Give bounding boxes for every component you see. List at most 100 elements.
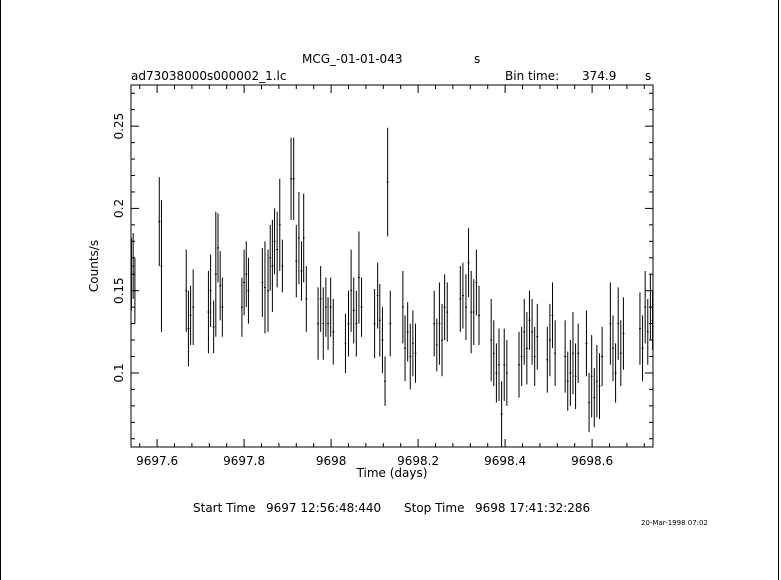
data-point <box>350 249 353 332</box>
data-point <box>475 249 478 316</box>
data-point <box>638 292 641 365</box>
data-point <box>520 326 523 387</box>
data-point <box>569 340 572 406</box>
data-point <box>500 381 503 447</box>
data-point <box>588 372 591 433</box>
x-tick-label: 9698.6 <box>571 454 613 468</box>
data-point <box>622 297 625 370</box>
data-point <box>267 249 269 332</box>
data-point <box>389 290 392 357</box>
data-point <box>130 238 133 311</box>
bin-time-unit: s <box>645 69 652 83</box>
data-point <box>523 298 526 365</box>
data-point <box>492 320 495 387</box>
data-point <box>414 323 417 383</box>
data-point <box>160 200 163 332</box>
data-point <box>292 137 295 220</box>
data-point <box>276 211 279 288</box>
data-point <box>319 266 322 332</box>
y-axis-label: Counts/s <box>87 240 101 292</box>
left-window-edge <box>0 0 1 580</box>
data-point <box>347 290 350 357</box>
data-point <box>536 303 539 370</box>
data-point <box>332 298 335 365</box>
object-name: MCG_-01-01-043 <box>302 52 403 66</box>
data-point <box>619 320 622 387</box>
bin-time-label: Bin time: <box>505 69 560 83</box>
x-axis-label: Time (days) <box>356 466 428 480</box>
data-point <box>498 328 500 401</box>
data-point <box>406 302 409 362</box>
data-point <box>617 287 620 360</box>
y-tick-label: 0.2 <box>112 199 126 218</box>
data-point <box>609 282 612 365</box>
data-point <box>574 343 577 410</box>
data-point <box>209 254 212 327</box>
data-point <box>585 310 588 377</box>
axis-ticks: 9697.6 9697.8 9698 9698.2 9698.4 9698.6 0.1 0.1… <box>112 85 653 468</box>
x-tick-label: 9698.2 <box>397 454 439 468</box>
data-point <box>243 249 246 316</box>
data-point <box>271 219 274 313</box>
data-point <box>324 277 327 337</box>
data-point <box>192 269 195 345</box>
data-series <box>130 127 654 447</box>
data-point <box>503 328 506 401</box>
data-point <box>554 320 557 387</box>
data-point <box>470 270 473 354</box>
data-point <box>376 262 379 329</box>
data-point <box>641 315 644 382</box>
stop-time-value: 9698 17:41:32:286 <box>475 501 591 515</box>
x-tick-label: 9697.6 <box>136 454 178 468</box>
data-point <box>577 323 580 383</box>
data-point <box>441 303 443 377</box>
data-point <box>546 326 549 393</box>
data-point <box>646 298 649 365</box>
data-point <box>187 290 190 367</box>
data-point <box>317 287 320 360</box>
data-point <box>644 270 647 344</box>
data-point <box>344 313 347 373</box>
data-point <box>472 279 475 345</box>
data-point <box>281 239 284 293</box>
data-point <box>221 277 224 337</box>
data-point <box>158 177 161 266</box>
data-point <box>352 277 355 344</box>
data-point <box>207 270 210 354</box>
data-point <box>495 343 498 403</box>
data-point <box>525 312 528 385</box>
stop-time-label: Stop Time <box>404 501 465 515</box>
file-name: ad73038000s000002_1.lc <box>131 69 287 83</box>
data-point <box>404 315 407 382</box>
data-point <box>572 312 574 395</box>
data-point <box>212 300 215 354</box>
data-point <box>269 224 272 291</box>
data-point <box>590 335 593 418</box>
data-point <box>300 241 303 301</box>
instrument-suffix: s <box>474 52 481 66</box>
data-point <box>409 323 412 390</box>
data-point <box>219 251 222 321</box>
data-point <box>601 326 604 387</box>
data-point <box>302 193 305 283</box>
data-point <box>189 285 192 345</box>
data-point <box>531 298 534 365</box>
data-point <box>467 228 470 298</box>
data-point <box>614 343 617 403</box>
date-stamp: 20-Mar-1998 07:02 <box>641 519 708 527</box>
data-point <box>217 213 219 283</box>
data-point <box>411 310 414 377</box>
data-point <box>464 274 467 341</box>
data-point <box>295 224 298 298</box>
right-window-edge <box>778 0 779 580</box>
data-point <box>564 320 567 393</box>
data-point <box>649 274 652 341</box>
data-point <box>329 277 332 337</box>
data-point <box>461 262 464 329</box>
data-point <box>133 257 136 324</box>
x-tick-label: 9697.8 <box>223 454 265 468</box>
data-point <box>438 282 441 365</box>
data-point <box>214 211 217 337</box>
data-point <box>290 137 293 220</box>
start-time-label: Start Time <box>193 501 256 515</box>
